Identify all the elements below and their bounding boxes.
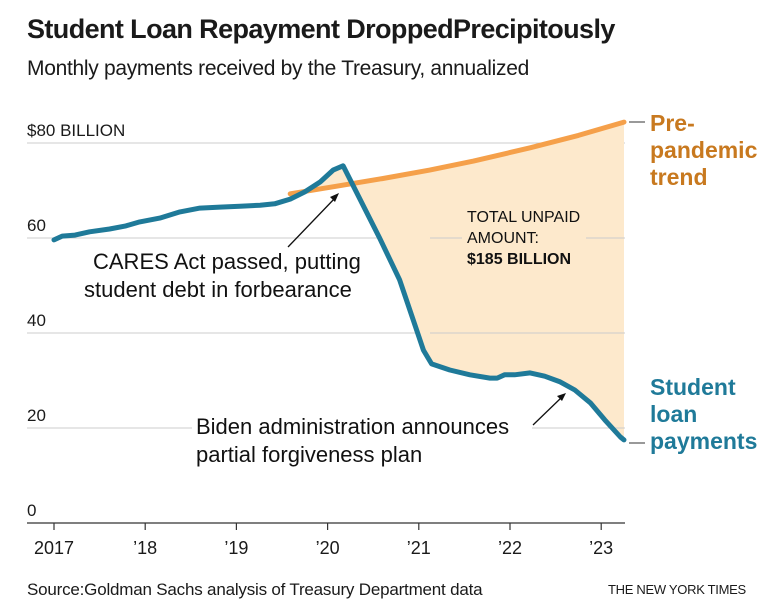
pre-pandemic-trend-line xyxy=(287,119,627,197)
trend-label-line1: Pre- xyxy=(650,110,695,136)
cares-label-line2: student debt in forbearance xyxy=(84,277,352,302)
x-tick-label: ’18 xyxy=(133,538,157,558)
y-tick-label: $80 BILLION xyxy=(27,121,125,140)
x-tick-label: 2017 xyxy=(34,538,74,558)
total-unpaid-line1: TOTAL UNPAID xyxy=(467,209,580,226)
x-tick-label: ’23 xyxy=(589,538,613,558)
total-unpaid-amount: $185 BILLION xyxy=(467,251,571,268)
student-loan-payments-line xyxy=(51,163,627,443)
x-tick-label: ’21 xyxy=(407,538,431,558)
trend-label-line2: pandemic xyxy=(650,137,758,163)
y-tick-label: 40 xyxy=(27,311,46,330)
y-tick-label: 20 xyxy=(27,406,46,425)
payments-series-label: Student loan payments xyxy=(629,374,757,454)
cares-act-annotation: CARES Act passed, putting student debt i… xyxy=(80,193,378,304)
biden-arrow-head xyxy=(557,393,566,401)
biden-label-line1: Biden administration announces xyxy=(196,414,509,439)
biden-arrow-shaft xyxy=(532,396,563,426)
unpaid-gap-area xyxy=(290,122,624,440)
cares-arrow-head xyxy=(330,193,339,202)
biden-annotation: Biden administration announces partial f… xyxy=(192,393,566,468)
biden-label-line2: partial forgiveness plan xyxy=(196,442,422,467)
payments-label-line2: loan xyxy=(650,401,697,427)
cares-label-backdrop xyxy=(80,246,378,304)
payments-label-line3: payments xyxy=(650,428,757,454)
x-axis-ticks: 2017 ’18 ’19 ’20 ’21 ’22 ’23 xyxy=(34,523,613,558)
x-tick-label: ’20 xyxy=(316,538,340,558)
biden-label-backdrop xyxy=(192,410,532,468)
trend-series-label: Pre- pandemic trend xyxy=(629,110,758,190)
payments-label-line1: Student xyxy=(650,374,736,400)
total-label-backdrop xyxy=(462,224,586,244)
credit-line: THE NEW YORK TIMES xyxy=(608,582,746,597)
total-unpaid-annotation: TOTAL UNPAID AMOUNT: $185 BILLION xyxy=(462,209,586,268)
cares-label-line1: CARES Act passed, putting xyxy=(93,249,361,274)
chart-subtitle: Monthly payments received by the Treasur… xyxy=(27,57,529,80)
source-note: Source:Goldman Sachs analysis of Treasur… xyxy=(27,580,483,599)
cares-arrow-shaft xyxy=(287,196,337,248)
x-tick-label: ’22 xyxy=(498,538,522,558)
chart-title: Student Loan Repayment DroppedPrecipitou… xyxy=(27,14,615,44)
y-tick-label: 60 xyxy=(27,216,46,235)
trend-label-line3: trend xyxy=(650,164,708,190)
total-unpaid-line2: AMOUNT: xyxy=(467,230,539,247)
x-tick-label: ’19 xyxy=(224,538,248,558)
y-axis-labels: $80 BILLION 60 40 20 0 xyxy=(27,121,125,520)
y-tick-label: 0 xyxy=(27,501,36,520)
